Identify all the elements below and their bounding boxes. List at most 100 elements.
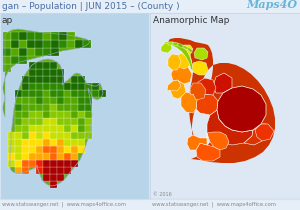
Bar [43,125,50,132]
Bar [27,40,35,48]
Bar [29,90,36,97]
Bar [83,40,91,48]
Bar [29,160,36,167]
Polygon shape [10,59,103,186]
Bar [57,97,64,104]
Bar [43,153,50,160]
Bar [15,139,22,146]
Bar [36,167,43,174]
Bar [35,32,43,40]
Bar [64,146,71,153]
Bar [29,111,36,118]
Bar [35,48,43,56]
Bar [1,14,148,198]
Bar [50,111,57,118]
Polygon shape [170,80,186,99]
Bar [57,76,64,83]
Bar [43,83,50,90]
Bar [50,62,57,69]
Bar [29,62,36,69]
Polygon shape [190,83,206,100]
Bar [78,76,85,83]
Bar [29,69,36,76]
Bar [64,90,71,97]
Bar [8,139,15,146]
Bar [15,97,22,104]
Bar [64,153,71,160]
Bar [29,139,36,146]
Bar [22,104,29,111]
Bar [43,104,50,111]
Text: www.statswanger.net  |  www.maps4office.com: www.statswanger.net | www.maps4office.co… [2,202,126,207]
Polygon shape [173,42,178,46]
Bar [75,40,83,48]
Bar [43,111,50,118]
Bar [57,69,64,76]
Polygon shape [168,42,173,45]
Bar [43,132,50,139]
Text: www.statswanger.net  |  www.maps4office.com: www.statswanger.net | www.maps4office.co… [152,202,276,207]
Bar [8,146,15,153]
Text: Anamorphic Map: Anamorphic Map [153,16,230,25]
Bar [15,104,22,111]
Bar [29,83,36,90]
Bar [50,104,57,111]
Bar [22,83,29,90]
Bar [8,132,15,139]
Bar [51,32,59,40]
Bar [92,83,99,90]
Polygon shape [213,73,232,93]
Polygon shape [217,86,266,132]
Bar [67,40,75,48]
Bar [43,167,50,174]
Bar [78,125,85,132]
Bar [99,90,106,97]
Bar [36,153,43,160]
Bar [29,104,36,111]
Bar [57,146,64,153]
Bar [29,76,36,83]
Bar [43,118,50,125]
Bar [3,40,11,48]
Bar [57,167,64,174]
Bar [43,97,50,104]
Polygon shape [207,110,253,145]
Bar [50,174,57,181]
Polygon shape [163,42,193,72]
Polygon shape [196,94,218,115]
Bar [22,132,29,139]
Bar [22,76,29,83]
Bar [64,125,71,132]
Bar [78,97,85,104]
Bar [71,139,78,146]
Polygon shape [176,52,192,69]
Bar [57,153,64,160]
Bar [57,90,64,97]
Bar [85,111,92,118]
Bar [43,146,50,153]
Polygon shape [196,143,220,161]
Bar [35,40,43,48]
Polygon shape [183,45,188,50]
Bar [50,167,57,174]
Bar [64,167,71,174]
Bar [36,111,43,118]
Bar [85,118,92,125]
Polygon shape [188,47,192,53]
Bar [15,160,22,167]
Bar [64,118,71,125]
Bar [36,69,43,76]
Bar [15,125,22,132]
Bar [19,48,27,56]
Bar [19,32,27,40]
Bar [22,118,29,125]
Bar [22,97,29,104]
Bar [57,132,64,139]
Bar [27,48,35,56]
Bar [51,40,59,48]
Bar [15,146,22,153]
Bar [8,160,15,167]
Text: gan – Population | JUN 2015 – (County ): gan – Population | JUN 2015 – (County ) [2,2,180,11]
Bar [8,153,15,160]
Polygon shape [178,43,183,48]
